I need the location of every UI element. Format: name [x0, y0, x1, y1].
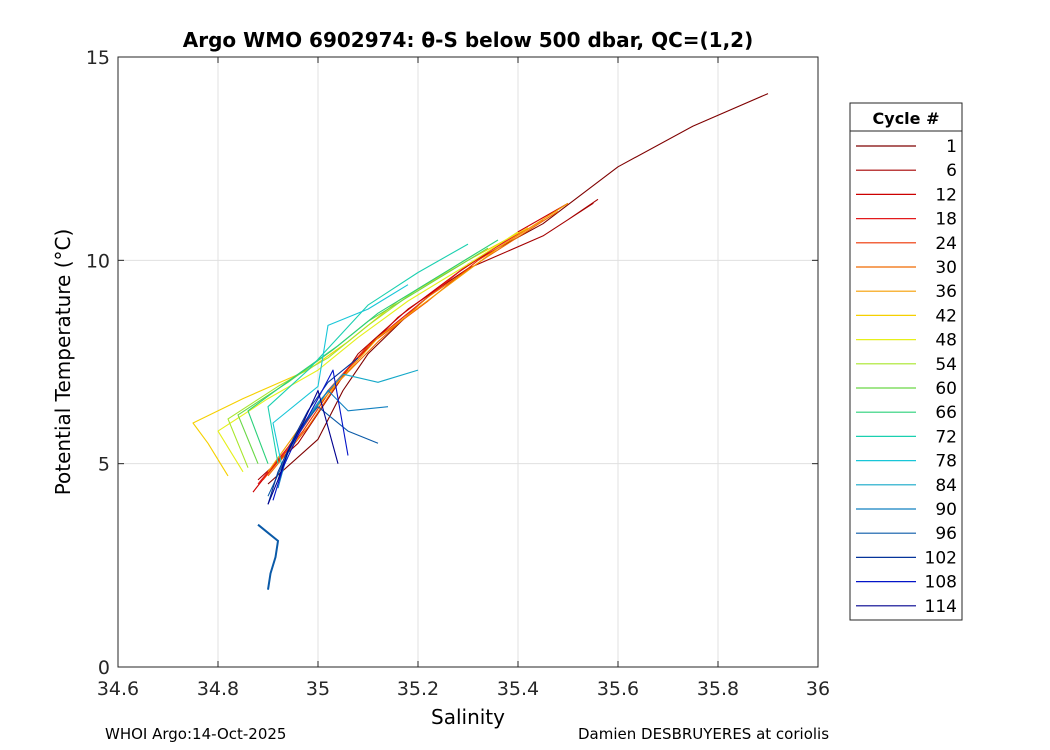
legend-label: 78 — [935, 452, 957, 472]
legend-label: 72 — [935, 427, 957, 447]
footer-left: WHOI Argo:14-Oct-2025 — [105, 725, 287, 743]
legend-entries: 1 6 12 18 24 30 36 42 48 54 60 66 72 78 84 90 96 102 108 11… — [856, 137, 957, 617]
grid — [118, 57, 818, 667]
x-tick-label: 35 — [306, 678, 330, 700]
x-tick-label: 35.2 — [397, 678, 439, 700]
x-axis-label: Salinity — [431, 705, 505, 729]
legend-label: 24 — [935, 234, 957, 254]
x-tick-label: 34.6 — [97, 678, 139, 700]
legend-box — [849, 102, 963, 621]
legend-label: 18 — [935, 210, 957, 230]
series-line-cycle-24 — [262, 219, 544, 481]
legend-label: 36 — [935, 282, 957, 302]
legend-label: 84 — [935, 476, 957, 496]
legend-label: 6 — [946, 161, 957, 181]
deep-water-tail — [257, 523, 280, 590]
legend-label: 60 — [935, 379, 957, 399]
footer-right: Damien DESBRUYERES at coriolis — [578, 725, 830, 743]
legend-label: 108 — [925, 573, 957, 593]
plot-frame — [117, 56, 819, 668]
y-tick-label: 15 — [86, 47, 110, 69]
x-tick-label: 34.8 — [197, 678, 239, 700]
legend-label: 48 — [935, 331, 957, 351]
x-tick-label: 35.4 — [497, 678, 539, 700]
legend-label: 12 — [935, 185, 957, 205]
series-line-cycle-96 — [267, 406, 379, 497]
legend-label: 30 — [935, 258, 957, 278]
series-line-cycle-30 — [267, 211, 559, 477]
legend-label: 66 — [935, 403, 957, 423]
y-tick-label: 5 — [98, 454, 110, 476]
axis-ticks: 34.6 34.8 35 35.2 35.4 35.6 35.8 36 0 5 10 15 — [86, 47, 830, 700]
legend-label: 54 — [935, 355, 957, 375]
legend-label: 114 — [925, 597, 957, 617]
series-line-cycle-72 — [267, 243, 469, 464]
y-tick-label: 0 — [98, 657, 110, 679]
series-group — [192, 93, 769, 590]
legend-label: 102 — [925, 548, 957, 568]
series-line-cycle-66 — [247, 239, 499, 464]
series-line-cycle-114 — [267, 389, 339, 505]
series-line-cycle-48 — [217, 231, 519, 473]
legend-title: Cycle # — [873, 109, 940, 128]
legend: Cycle # 1 6 12 18 24 30 36 42 48 54 60 66 72 78 84 90 96… — [849, 102, 963, 621]
legend-label: 1 — [946, 137, 957, 157]
legend-label: 96 — [935, 524, 957, 544]
legend-label: 90 — [935, 500, 957, 520]
series-line-cycle-108 — [272, 369, 349, 501]
y-axis-label: Potential Temperature (°C) — [51, 229, 75, 496]
x-tick-label: 35.8 — [697, 678, 739, 700]
x-tick-label: 35.6 — [597, 678, 639, 700]
chart-title: Argo WMO 6902974: θ-S below 500 dbar, QC… — [183, 28, 753, 52]
series-line-cycle-78 — [272, 284, 409, 472]
x-tick-label: 36 — [806, 678, 830, 700]
legend-label: 42 — [935, 306, 957, 326]
y-tick-label: 10 — [86, 250, 110, 272]
series-line-cycle-102 — [267, 357, 359, 505]
